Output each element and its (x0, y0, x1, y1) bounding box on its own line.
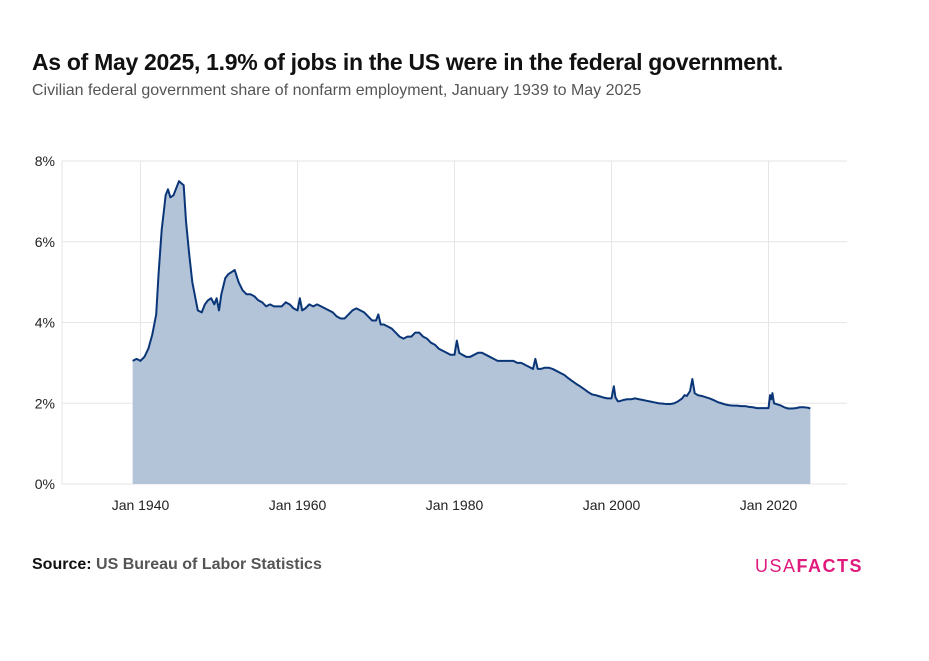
y-tick-label: 6% (35, 234, 55, 250)
source-note: Source: US Bureau of Labor Statistics (32, 556, 322, 574)
logo-facts-text: FACTS (796, 556, 864, 576)
series-line (132, 180, 811, 410)
area-layer (132, 180, 811, 484)
chart-title: As of May 2025, 1.9% of jobs in the US w… (32, 49, 783, 75)
x-tick-label: Jan 1960 (269, 497, 327, 513)
x-axis-ticks: Jan 1940 Jan 1960 Jan 1980 Jan 2000 Jan 2020 (112, 497, 798, 513)
source-value: US Bureau of Labor Statistics (96, 556, 322, 573)
chart-subtitle: Civilian federal government share of non… (32, 82, 642, 99)
area-fill (132, 181, 811, 484)
x-tick-label: Jan 1980 (426, 497, 484, 513)
y-tick-label: 2% (35, 395, 55, 411)
y-tick-label: 8% (35, 153, 55, 169)
x-tick-label: Jan 2000 (583, 497, 641, 513)
y-tick-label: 0% (35, 476, 55, 492)
x-tick-label: Jan 2020 (740, 497, 798, 513)
source-label: Source: (32, 556, 92, 573)
y-axis-ticks: 0% 2% 4% 6% 8% (35, 153, 55, 492)
logo-usa-text: USA (755, 556, 797, 576)
y-tick-label: 4% (35, 315, 55, 331)
x-tick-label: Jan 1940 (112, 497, 170, 513)
usafacts-logo: USAFACTS (755, 556, 863, 577)
